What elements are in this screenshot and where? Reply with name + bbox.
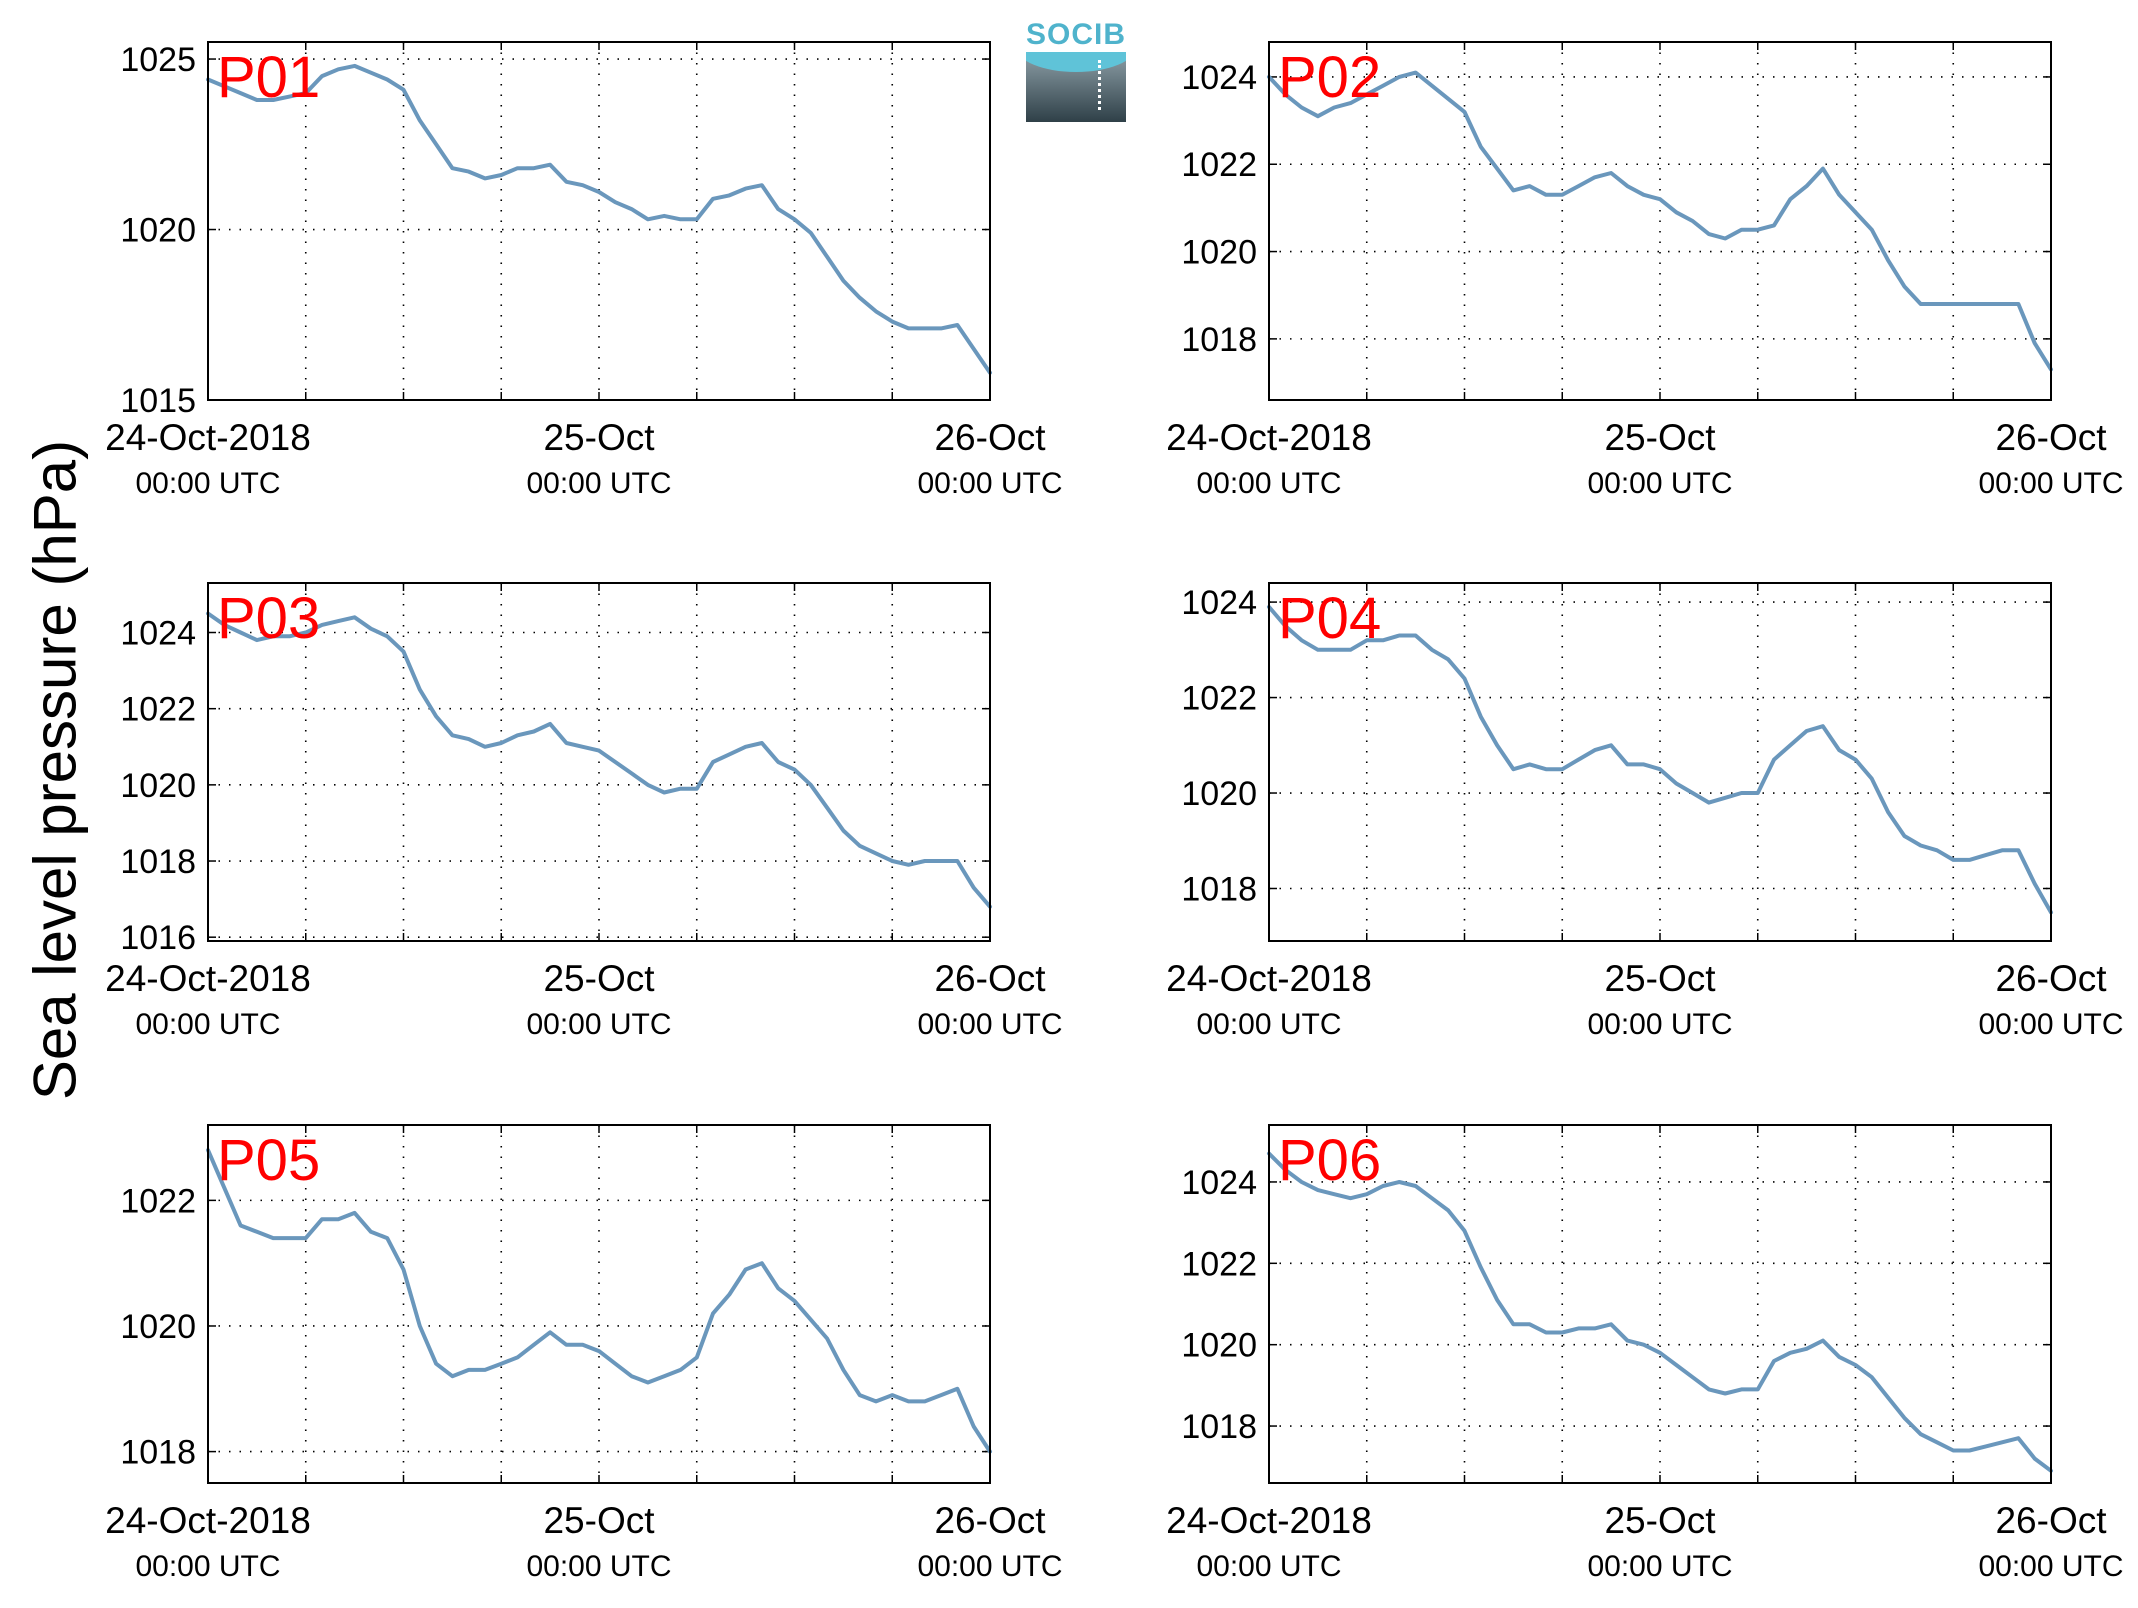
y-tick-label: 1020: [120, 1308, 196, 1346]
x-tick-label-date: 26-Oct: [934, 958, 1046, 999]
panel-label: P05: [217, 1128, 320, 1193]
y-tick-label: 1022: [1181, 680, 1257, 718]
chart-panel-p06: 1018 1020 1022 1024 24-Oct-2018 00:00 UTC 25-O…: [1166, 1124, 2124, 1583]
chart-panel-p03: 1016 1018 1020 1022 1024 24-Oct-2018 00:00 UTC…: [105, 582, 1063, 1041]
chart-panel-p05: 1018 1020 1022 24-Oct-2018 00:00 UTC 25-Oct 00…: [105, 1124, 1063, 1583]
x-tick-label-time: 00:00 UTC: [917, 1550, 1062, 1583]
y-tick-label: 1024: [1181, 59, 1257, 97]
axes-frame: [207, 41, 991, 401]
axes-frame: [207, 582, 991, 942]
x-tick-label-time: 00:00 UTC: [526, 1008, 671, 1041]
y-tick-label: 1015: [120, 382, 196, 420]
y-tick-label: 1025: [120, 41, 196, 79]
panel-label: P06: [1278, 1128, 1381, 1193]
x-tick-label-date: 24-Oct-2018: [105, 958, 311, 999]
chart-panel-p01: 1015 1020 1025 24-Oct-2018 00:00 UTC 25-Oct 00…: [105, 41, 1063, 500]
y-tick-label: 1020: [1181, 1327, 1257, 1365]
y-tick-label: 1022: [120, 691, 196, 729]
y-tick-label: 1018: [1181, 321, 1257, 359]
y-axis-label: Sea level pressure (hPa): [21, 439, 89, 1101]
y-tick-label: 1024: [120, 615, 196, 653]
panel-label: P03: [217, 586, 320, 651]
x-tick-label-time: 00:00 UTC: [526, 467, 671, 500]
axes-frame: [1268, 1124, 2052, 1484]
x-tick-label-time: 00:00 UTC: [526, 1550, 671, 1583]
x-tick-label-date: 25-Oct: [1604, 1500, 1716, 1541]
panel-label: P01: [217, 45, 320, 110]
pressure-line-p02: [1267, 70, 2053, 372]
y-tick-label: 1022: [120, 1182, 196, 1220]
x-tick-label-date: 24-Oct-2018: [105, 417, 311, 458]
y-tick-label: 1020: [1181, 234, 1257, 272]
x-tick-label-time: 00:00 UTC: [1978, 1550, 2123, 1583]
x-tick-label-date: 25-Oct: [1604, 958, 1716, 999]
pressure-line-p01: [206, 63, 992, 375]
x-tick-label-time: 00:00 UTC: [1587, 1008, 1732, 1041]
x-tick-label-time: 00:00 UTC: [917, 467, 1062, 500]
logo-graphic: [1026, 52, 1126, 122]
y-tick-label: 1020: [120, 767, 196, 805]
x-tick-label-time: 00:00 UTC: [1978, 467, 2123, 500]
x-tick-label-time: 00:00 UTC: [135, 467, 280, 500]
y-tick-label: 1018: [1181, 1408, 1257, 1446]
x-tick-label-date: 25-Oct: [1604, 417, 1716, 458]
chart-panel-p02: 1018 1020 1022 1024 24-Oct-2018 00:00 UTC 25-O…: [1166, 41, 2124, 500]
pressure-line-p05: [206, 1148, 992, 1454]
x-tick-label-date: 26-Oct: [934, 1500, 1046, 1541]
y-tick-label: 1020: [1181, 775, 1257, 813]
x-tick-label-time: 00:00 UTC: [1587, 1550, 1732, 1583]
y-tick-label: 1020: [120, 212, 196, 250]
x-tick-label-time: 00:00 UTC: [917, 1008, 1062, 1041]
logo-wave: [1026, 52, 1126, 72]
axes-frame: [1268, 582, 2052, 942]
x-tick-label-date: 24-Oct-2018: [1166, 1500, 1372, 1541]
x-tick-label-date: 26-Oct: [1995, 1500, 2107, 1541]
x-tick-label-date: 25-Oct: [543, 958, 655, 999]
x-tick-label-time: 00:00 UTC: [1196, 1550, 1341, 1583]
y-tick-label: 1018: [1181, 870, 1257, 908]
y-tick-label: 1024: [1181, 584, 1257, 622]
pressure-line-p04: [1267, 604, 2053, 915]
logo-text: SOCIB: [1026, 18, 1127, 51]
x-tick-label-date: 24-Oct-2018: [105, 1500, 311, 1541]
x-tick-label-date: 25-Oct: [543, 1500, 655, 1541]
chart-panel-p04: 1018 1020 1022 1024 24-Oct-2018 00:00 UTC 25-O…: [1166, 582, 2124, 1041]
x-tick-label-time: 00:00 UTC: [135, 1550, 280, 1583]
x-tick-label-date: 24-Oct-2018: [1166, 958, 1372, 999]
panel-label: P02: [1278, 45, 1381, 110]
axes-frame: [207, 1124, 991, 1484]
y-tick-label: 1018: [120, 1434, 196, 1472]
x-tick-label-time: 00:00 UTC: [1196, 1008, 1341, 1041]
y-tick-label: 1022: [1181, 1245, 1257, 1283]
x-tick-label-date: 26-Oct: [1995, 417, 2107, 458]
x-tick-label-time: 00:00 UTC: [1978, 1008, 2123, 1041]
x-tick-label-date: 26-Oct: [1995, 958, 2107, 999]
pressure-line-p03: [206, 611, 992, 909]
socib-logo: SOCIB: [1026, 18, 1126, 122]
y-tick-label: 1022: [1181, 146, 1257, 184]
panel-label: P04: [1278, 586, 1381, 651]
x-tick-label-date: 25-Oct: [543, 417, 655, 458]
x-tick-label-date: 26-Oct: [934, 417, 1046, 458]
x-tick-label-date: 24-Oct-2018: [1166, 417, 1372, 458]
y-tick-label: 1024: [1181, 1164, 1257, 1202]
x-tick-label-time: 00:00 UTC: [135, 1008, 280, 1041]
y-tick-label: 1018: [120, 843, 196, 881]
pressure-line-p06: [1267, 1151, 2053, 1473]
axes-frame: [1268, 41, 2052, 401]
x-tick-label-time: 00:00 UTC: [1587, 467, 1732, 500]
y-tick-label: 1016: [120, 919, 196, 957]
x-tick-label-time: 00:00 UTC: [1196, 467, 1341, 500]
logo-dots: [1098, 60, 1101, 110]
